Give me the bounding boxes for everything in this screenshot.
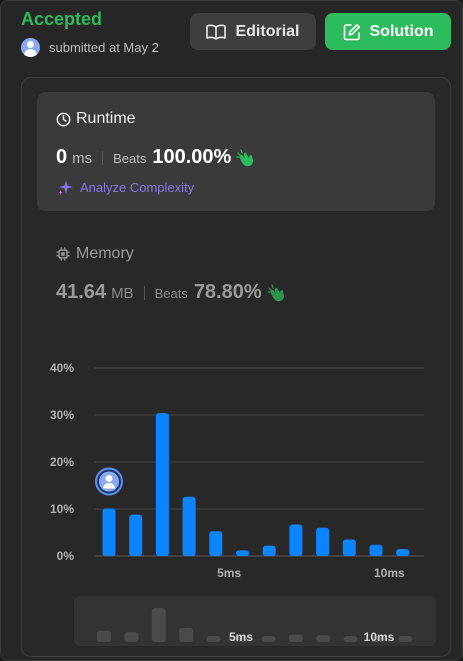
sparkle-icon bbox=[58, 180, 73, 195]
submission-status: Accepted bbox=[21, 9, 103, 29]
memory-beats-value: 78.80% bbox=[193, 281, 262, 303]
clock-icon bbox=[56, 112, 71, 126]
divider bbox=[102, 150, 104, 165]
chart-bar bbox=[129, 514, 143, 556]
runtime-unit: ms bbox=[72, 150, 93, 167]
y-tick-label: 30% bbox=[50, 408, 74, 422]
memory-title-label: Memory bbox=[76, 245, 134, 262]
overview-bar bbox=[206, 636, 221, 642]
solution-button[interactable]: Solution bbox=[325, 13, 451, 50]
memory-unit: MB bbox=[111, 285, 134, 302]
user-avatar-body bbox=[103, 483, 115, 489]
overview-bar bbox=[124, 632, 139, 642]
memory-beats-label: Beats bbox=[154, 286, 188, 301]
runtime-title: Runtime bbox=[56, 110, 136, 128]
y-tick-label: 0% bbox=[57, 549, 75, 563]
overview-bar bbox=[97, 630, 111, 642]
runtime-beats-label: Beats bbox=[113, 151, 147, 166]
analyze-complexity-link[interactable]: Analyze Complexity bbox=[57, 179, 194, 196]
overview-bar bbox=[234, 636, 248, 642]
overview-bar bbox=[343, 636, 358, 642]
overview-bar bbox=[179, 627, 194, 642]
overview-bar bbox=[288, 634, 303, 642]
submitter-info: submitted at May 2 bbox=[21, 37, 171, 57]
x-tick-label: 10ms bbox=[374, 566, 405, 580]
y-tick-label: 20% bbox=[50, 455, 74, 469]
chart-bar bbox=[102, 508, 116, 556]
editorial-button[interactable]: Editorial bbox=[190, 13, 316, 50]
y-tick-label: 10% bbox=[50, 502, 74, 516]
x-tick-label: 5ms bbox=[217, 566, 241, 580]
memory-metrics[interactable]: 41.64 MB Beats 78.80% bbox=[56, 281, 287, 304]
chart-bar bbox=[289, 524, 303, 556]
runtime-title-label: Runtime bbox=[76, 110, 136, 127]
chart-bar bbox=[182, 496, 196, 556]
submitted-at-text: submitted at May 2 bbox=[49, 39, 159, 55]
chart-bar bbox=[396, 548, 410, 556]
runtime-metrics: 0 ms Beats 100.00% bbox=[56, 146, 256, 169]
chart-bar bbox=[155, 413, 169, 556]
clap-icon bbox=[236, 148, 254, 166]
chart-bar bbox=[209, 531, 223, 556]
chip-icon bbox=[56, 247, 70, 261]
memory-title: Memory bbox=[56, 245, 134, 263]
runtime-beats-value: 100.00% bbox=[152, 146, 232, 168]
analyze-complexity-label: Analyze Complexity bbox=[80, 180, 195, 195]
chart-bar bbox=[316, 527, 330, 556]
clap-icon bbox=[267, 283, 284, 301]
overview-tick-label: 10ms bbox=[364, 630, 395, 644]
overview-bar bbox=[371, 636, 385, 642]
chart-bar bbox=[369, 544, 383, 556]
y-tick-label: 40% bbox=[50, 361, 74, 375]
overview-bar bbox=[398, 636, 413, 642]
user-avatar-icon[interactable] bbox=[21, 37, 40, 57]
divider bbox=[143, 285, 145, 300]
user-avatar-head bbox=[105, 475, 113, 483]
overview-bar bbox=[316, 635, 331, 642]
overview-tick-label: 5ms bbox=[229, 630, 253, 644]
solution-button-label: Solution bbox=[369, 22, 434, 40]
runtime-card[interactable] bbox=[37, 92, 435, 211]
book-icon bbox=[206, 24, 227, 40]
memory-value: 41.64 bbox=[56, 281, 107, 303]
edit-icon bbox=[343, 23, 360, 40]
overview-bar bbox=[261, 636, 276, 642]
overview-bar bbox=[151, 608, 166, 642]
chart-bar bbox=[342, 539, 356, 556]
runtime-value: 0 bbox=[56, 146, 68, 168]
chart-bar bbox=[236, 550, 249, 556]
editorial-button-label: Editorial bbox=[235, 22, 300, 40]
chart-bar bbox=[262, 545, 276, 556]
